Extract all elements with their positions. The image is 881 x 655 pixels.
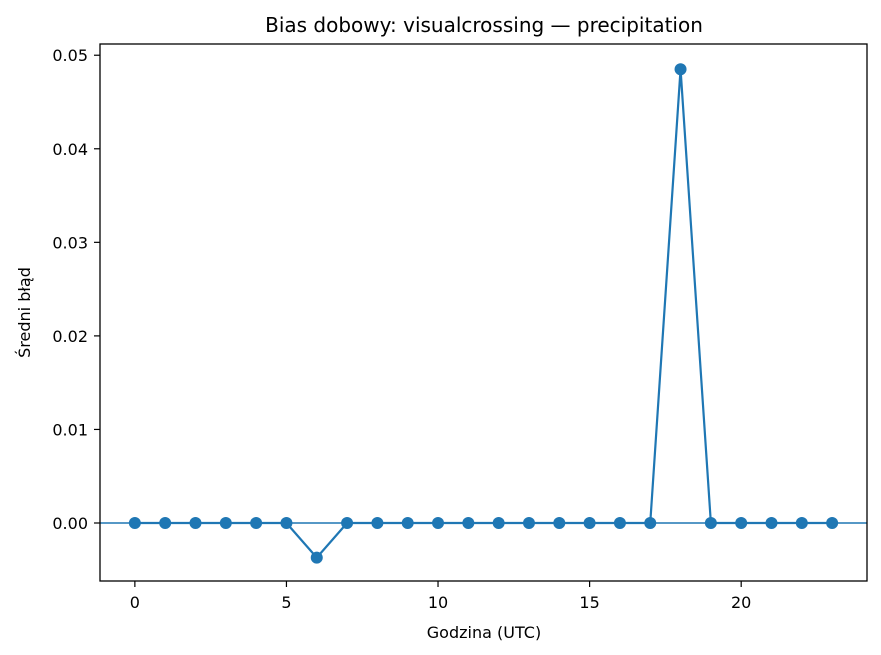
data-point: [341, 516, 354, 529]
x-axis-label: Godzina (UTC): [427, 623, 541, 642]
x-tick-label: 15: [579, 593, 599, 612]
data-point: [250, 516, 263, 529]
data-point: [280, 516, 293, 529]
chart-title: Bias dobowy: visualcrossing — precipitat…: [265, 13, 703, 37]
plot-frame: [99, 43, 868, 582]
data-point: [432, 516, 445, 529]
data-point: [159, 516, 172, 529]
data-point: [553, 516, 566, 529]
y-tick-label: 0.00: [52, 514, 88, 533]
y-tick-label: 0.02: [52, 327, 88, 346]
data-point: [371, 516, 384, 529]
series-line: [134, 68, 833, 559]
data-point: [795, 516, 808, 529]
y-tick-label: 0.03: [52, 233, 88, 252]
x-tick-label: 20: [731, 593, 751, 612]
data-point: [522, 516, 535, 529]
y-axis-label: Średni błąd: [15, 267, 34, 358]
data-point: [613, 516, 626, 529]
data-point: [189, 516, 202, 529]
data-point: [492, 516, 505, 529]
y-tick-label: 0.05: [52, 46, 88, 65]
data-point: [644, 516, 657, 529]
data-point: [219, 516, 232, 529]
x-tick-label: 5: [281, 593, 291, 612]
data-point: [765, 516, 778, 529]
data-point: [462, 516, 475, 529]
data-point: [735, 516, 748, 529]
data-point: [583, 516, 596, 529]
y-tick-label: 0.01: [52, 420, 88, 439]
data-point: [704, 516, 717, 529]
data-point: [826, 516, 839, 529]
data-point: [128, 516, 141, 529]
data-point: [310, 551, 323, 564]
x-tick-label: 0: [130, 593, 140, 612]
data-point: [401, 516, 414, 529]
data-point: [674, 63, 687, 76]
y-tick-label: 0.04: [52, 140, 88, 159]
x-tick-label: 10: [428, 593, 448, 612]
plot-area: 0 5 10 15 20 0.00 0.01 0.02 0.03 0.04 0.05: [52, 46, 867, 612]
